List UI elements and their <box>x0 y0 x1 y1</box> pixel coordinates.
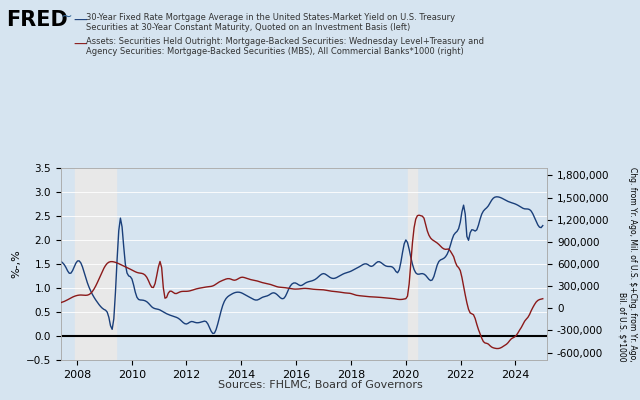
Y-axis label: %-,%: %-,% <box>12 250 22 278</box>
Text: Sources: FHLMC; Board of Governors: Sources: FHLMC; Board of Governors <box>218 380 422 390</box>
Text: —: — <box>74 38 87 52</box>
Bar <box>408 168 417 360</box>
Text: FRED: FRED <box>6 10 68 30</box>
Bar <box>74 168 116 360</box>
Text: ~: ~ <box>61 10 72 24</box>
Text: Assets: Securities Held Outright: Mortgage-Backed Securities: Wednesday Level+Tr: Assets: Securities Held Outright: Mortga… <box>86 37 484 56</box>
Text: 30-Year Fixed Rate Mortgage Average in the United States-Market Yield on U.S. Tr: 30-Year Fixed Rate Mortgage Average in t… <box>86 13 456 32</box>
Text: Chg. from Yr. Ago, Mil. of U.S. $+Chg. from Yr. Ago,
Bil. of U.S. $*1000: Chg. from Yr. Ago, Mil. of U.S. $+Chg. f… <box>618 167 637 361</box>
Text: —: — <box>74 14 87 28</box>
